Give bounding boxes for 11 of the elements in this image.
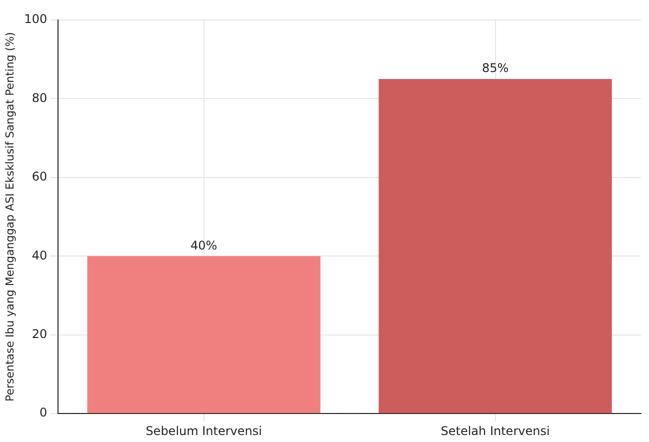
x-tick-label: Sebelum Intervensi xyxy=(146,424,262,438)
y-tick-label: 0 xyxy=(39,406,48,420)
data-label: 40% xyxy=(190,238,218,252)
y-tick-label: 20 xyxy=(32,327,48,342)
y-tick-label: 80 xyxy=(32,90,48,105)
y-tick-label: 60 xyxy=(32,170,48,184)
y-tick-label: 40 xyxy=(32,248,48,262)
y-tick-label: 100 xyxy=(24,12,48,26)
y-axis-title: Persentase Ibu yang Menganggap ASI Eksklusif Sangat Penting (%) xyxy=(3,32,16,402)
x-tick-label: Setelah Intervensi xyxy=(440,424,550,438)
data-label: 85% xyxy=(482,61,509,76)
